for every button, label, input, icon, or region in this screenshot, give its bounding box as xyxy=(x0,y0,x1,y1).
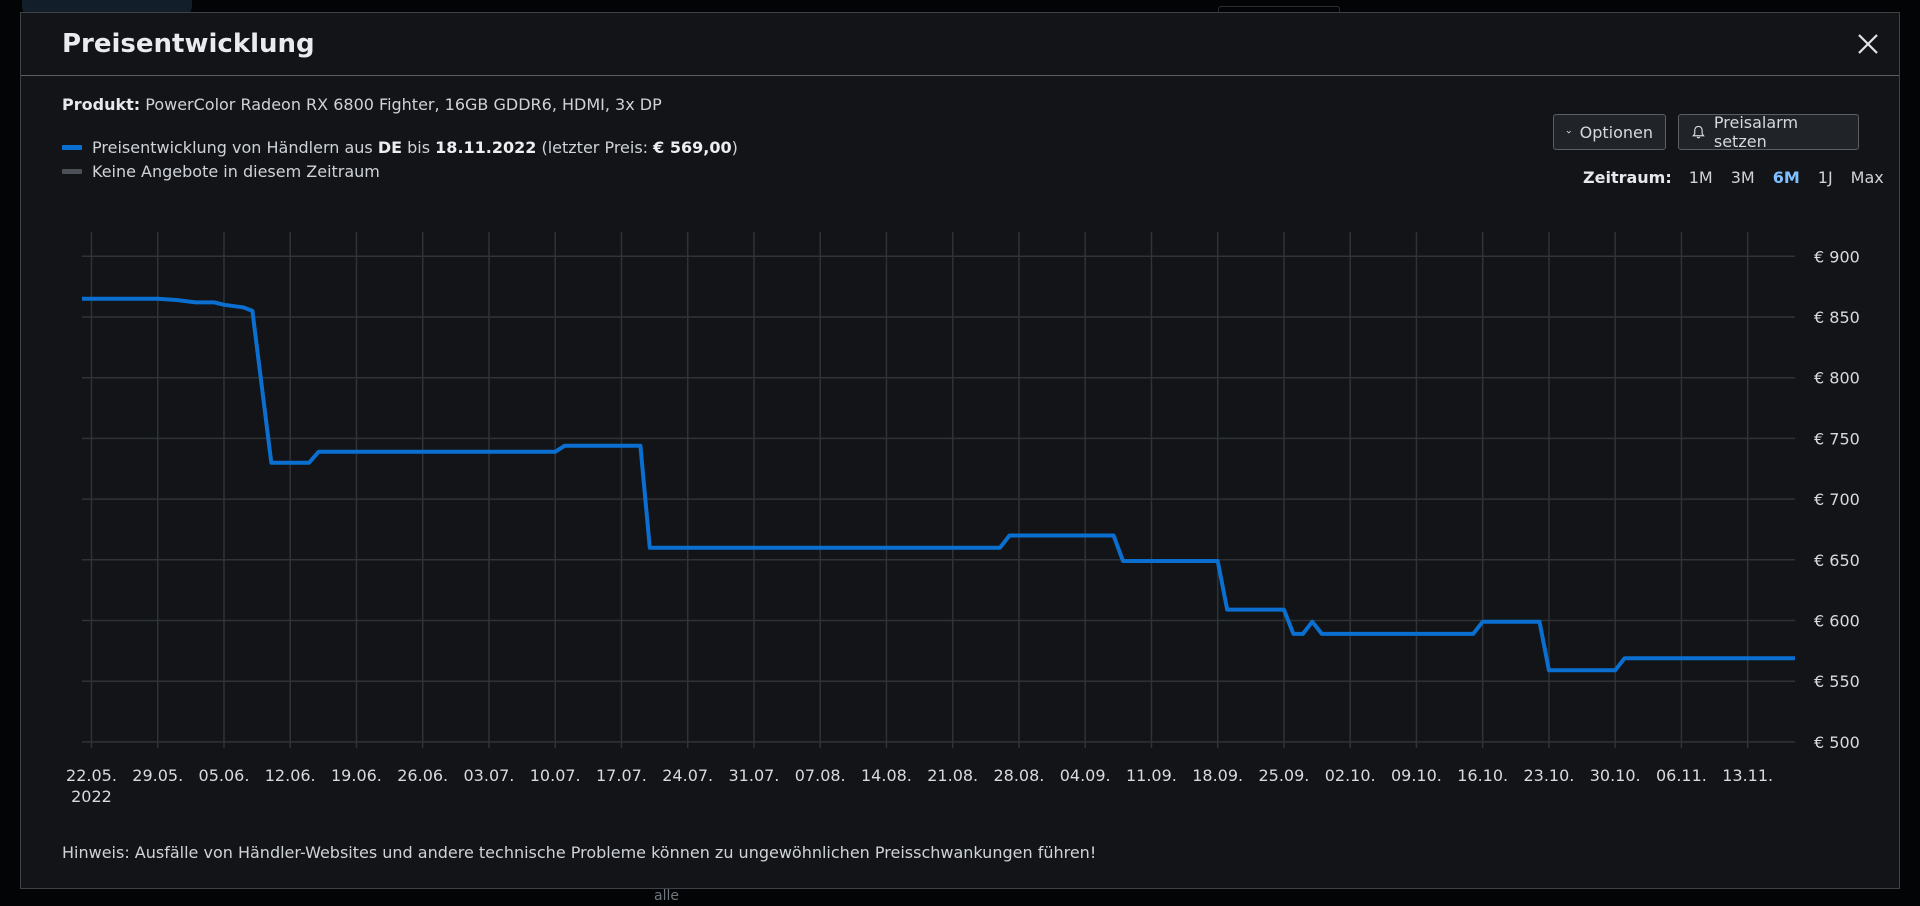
x-tick-label: 19.06. xyxy=(331,766,382,785)
x-tick-label: 03.07. xyxy=(464,766,515,785)
y-tick-label: € 800 xyxy=(1814,369,1860,388)
time-range-option-max[interactable]: Max xyxy=(1850,168,1884,187)
time-range-option-3m[interactable]: 3M xyxy=(1730,168,1755,187)
x-tick-label: 07.08. xyxy=(795,766,846,785)
time-range-label: Zeitraum: xyxy=(1583,168,1672,187)
y-tick-label: € 900 xyxy=(1814,247,1860,266)
disclaimer-note: Hinweis: Ausfälle von Händler-Websites u… xyxy=(62,843,1097,862)
product-line: Produkt: PowerColor Radeon RX 6800 Fight… xyxy=(62,95,662,114)
time-range-selector: Zeitraum: 1M 3M 6M 1J Max xyxy=(1583,168,1893,187)
options-label: Optionen xyxy=(1579,122,1653,142)
time-range-option-1m[interactable]: 1M xyxy=(1688,168,1713,187)
x-tick-label: 31.07. xyxy=(729,766,780,785)
time-range-option-1j[interactable]: 1J xyxy=(1817,168,1833,187)
close-button[interactable] xyxy=(1855,31,1881,57)
x-year-label: 2022 xyxy=(71,787,112,806)
legend-swatch-no-offers xyxy=(62,168,82,174)
modal-header: Preisentwicklung xyxy=(21,13,1899,76)
x-tick-label: 23.10. xyxy=(1523,766,1574,785)
legend-series-text: Preisentwicklung von Händlern aus DE bis… xyxy=(92,137,738,157)
options-button[interactable]: Optionen xyxy=(1553,114,1666,150)
x-tick-label: 06.11. xyxy=(1656,766,1707,785)
y-tick-label: € 850 xyxy=(1814,308,1860,327)
x-tick-label: 10.07. xyxy=(530,766,581,785)
x-tick-label: 28.08. xyxy=(993,766,1044,785)
y-tick-label: € 550 xyxy=(1814,672,1860,691)
background-label: alle xyxy=(654,888,679,904)
y-tick-label: € 750 xyxy=(1814,429,1860,448)
x-tick-label: 22.05. xyxy=(66,766,117,785)
x-tick-label: 30.10. xyxy=(1590,766,1641,785)
x-tick-label: 17.07. xyxy=(596,766,647,785)
x-tick-label: 18.09. xyxy=(1192,766,1243,785)
y-tick-label: € 600 xyxy=(1814,612,1860,631)
x-tick-label: 09.10. xyxy=(1391,766,1442,785)
x-tick-label: 26.06. xyxy=(397,766,448,785)
y-tick-label: € 700 xyxy=(1814,490,1860,509)
time-range-option-6m[interactable]: 6M xyxy=(1772,168,1800,187)
legend-no-offers-text: Keine Angebote in diesem Zeitraum xyxy=(92,161,380,181)
legend-item-no-offers: Keine Angebote in diesem Zeitraum xyxy=(62,159,738,183)
x-tick-label: 25.09. xyxy=(1258,766,1309,785)
chart-legend: Preisentwicklung von Händlern aus DE bis… xyxy=(62,135,738,183)
x-tick-label: 29.05. xyxy=(132,766,183,785)
x-tick-label: 24.07. xyxy=(662,766,713,785)
y-tick-label: € 650 xyxy=(1814,551,1860,570)
price-alarm-button[interactable]: Preisalarm setzen xyxy=(1678,113,1859,151)
bell-icon xyxy=(1692,125,1705,139)
x-tick-label: 13.11. xyxy=(1722,766,1773,785)
product-name: PowerColor Radeon RX 6800 Fighter, 16GB … xyxy=(145,95,662,114)
x-tick-label: 16.10. xyxy=(1457,766,1508,785)
modal-title: Preisentwicklung xyxy=(62,29,315,59)
series-line xyxy=(82,296,1795,673)
price-alarm-label: Preisalarm setzen xyxy=(1713,113,1799,151)
chevron-down-icon xyxy=(1566,130,1571,134)
x-tick-label: 05.06. xyxy=(199,766,250,785)
x-tick-label: 12.06. xyxy=(265,766,316,785)
x-tick-label: 14.08. xyxy=(861,766,912,785)
price-history-modal: Preisentwicklung Produkt: PowerColor Rad… xyxy=(20,12,1900,889)
x-tick-label: 02.10. xyxy=(1325,766,1376,785)
legend-swatch-series xyxy=(62,144,82,150)
legend-item-series: Preisentwicklung von Händlern aus DE bis… xyxy=(62,135,738,159)
y-tick-label: € 500 xyxy=(1814,733,1860,752)
time-range-options: 1M 3M 6M 1J Max xyxy=(1680,168,1893,187)
x-tick-label: 11.09. xyxy=(1126,766,1177,785)
product-label: Produkt: xyxy=(62,95,141,114)
x-tick-label: 04.09. xyxy=(1060,766,1111,785)
x-tick-label: 21.08. xyxy=(927,766,978,785)
close-icon xyxy=(1858,34,1878,54)
